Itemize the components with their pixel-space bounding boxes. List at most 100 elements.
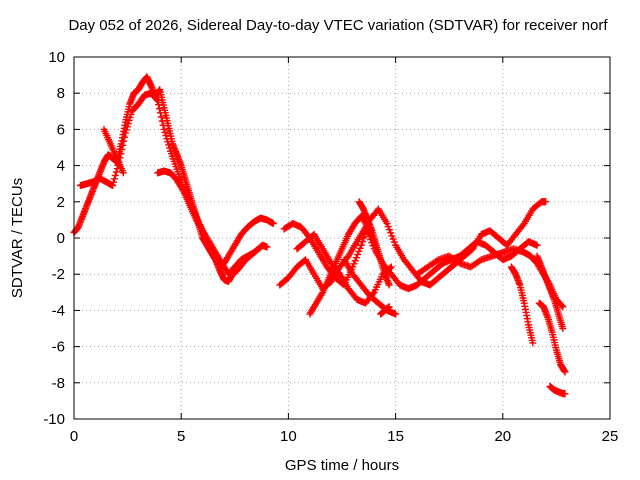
data-point (387, 229, 395, 237)
data-point (119, 169, 127, 177)
data-point (476, 257, 484, 265)
data-point (433, 257, 441, 265)
data-point (127, 110, 135, 118)
data-point (389, 235, 397, 243)
data-point (392, 310, 400, 318)
y-tick-label: -4 (52, 302, 65, 319)
data-point (120, 137, 128, 145)
y-axis-label: SDTVAR / TECUs (9, 178, 26, 298)
data-point (250, 248, 258, 256)
data-point (335, 269, 343, 277)
data-point (158, 117, 166, 125)
series-track-13 (507, 263, 537, 347)
y-tick-label: 10 (48, 49, 65, 66)
data-point (533, 241, 541, 249)
data-point (559, 325, 567, 332)
data-point (124, 120, 132, 128)
data-point (122, 126, 130, 134)
data-point (386, 264, 394, 272)
y-tick-label: 4 (57, 158, 65, 175)
data-point (529, 339, 537, 347)
data-point (542, 198, 550, 206)
data-point (318, 290, 326, 298)
x-tick-label: 5 (177, 428, 185, 445)
data-point (165, 141, 173, 149)
data-point (454, 258, 462, 266)
x-axis-label: GPS time / hours (285, 457, 399, 474)
data-point (157, 113, 165, 121)
data-point (160, 125, 168, 133)
data-point (110, 175, 118, 183)
data-point (383, 220, 391, 228)
y-tick-label: 0 (57, 230, 65, 247)
data-point (269, 220, 277, 228)
axis-ticks: 0 5 10 15 20 25 -10 -8 -6 -4 -2 0 2 4 6 8 10 (43, 49, 618, 445)
series-track-14 (533, 252, 567, 332)
x-tick-label: 25 (602, 428, 619, 445)
y-tick-label: -6 (52, 339, 65, 356)
data-point (561, 390, 569, 398)
data-point (155, 105, 163, 113)
data-point (111, 171, 119, 179)
data-point (355, 247, 363, 255)
data-point (385, 303, 393, 311)
data-point (126, 114, 134, 122)
data-points (70, 73, 569, 398)
data-point (350, 260, 358, 268)
y-tick-label: 2 (57, 194, 65, 211)
data-point (387, 263, 395, 271)
data-point (390, 238, 398, 246)
series-track-11 (377, 303, 393, 318)
data-point (161, 129, 169, 137)
x-tick-label: 10 (280, 428, 297, 445)
series-track-4 (154, 167, 258, 278)
data-point (164, 138, 172, 146)
data-point (121, 129, 129, 137)
x-tick-label: 0 (70, 428, 78, 445)
data-point (384, 223, 392, 231)
data-point (155, 101, 163, 109)
data-point (351, 257, 359, 265)
data-point (119, 141, 127, 149)
x-tick-label: 15 (387, 428, 404, 445)
data-point (156, 109, 164, 117)
y-tick-label: 6 (57, 121, 65, 138)
data-point (159, 121, 167, 129)
x-tick-label: 20 (494, 428, 511, 445)
data-point (154, 96, 162, 104)
data-point (263, 243, 271, 251)
y-tick-label: -10 (43, 411, 65, 428)
data-point (354, 251, 362, 259)
data-point (359, 238, 367, 246)
data-point (352, 254, 360, 262)
series-track-10 (355, 198, 393, 289)
data-point (519, 221, 527, 229)
data-point (121, 133, 129, 141)
data-point (112, 168, 120, 176)
data-point (361, 230, 369, 238)
y-tick-label: 8 (57, 85, 65, 102)
data-point (109, 182, 117, 190)
series-track-3 (100, 125, 127, 177)
data-point (360, 234, 368, 242)
data-point (162, 132, 170, 140)
y-tick-label: -8 (52, 375, 65, 392)
series-track-15 (535, 299, 569, 376)
data-point (385, 281, 393, 289)
data-point (388, 232, 396, 240)
data-point (166, 144, 174, 152)
data-point (385, 226, 393, 234)
y-tick-label: -2 (52, 266, 65, 283)
data-point (110, 178, 118, 186)
data-point (125, 117, 133, 125)
data-point (561, 368, 569, 376)
data-point (163, 135, 171, 143)
data-point (178, 185, 186, 193)
data-point (123, 123, 131, 131)
series-track-7 (293, 230, 395, 307)
series-track-16 (546, 382, 569, 398)
data-point (118, 146, 126, 154)
data-point (357, 241, 365, 249)
data-point (153, 95, 161, 103)
